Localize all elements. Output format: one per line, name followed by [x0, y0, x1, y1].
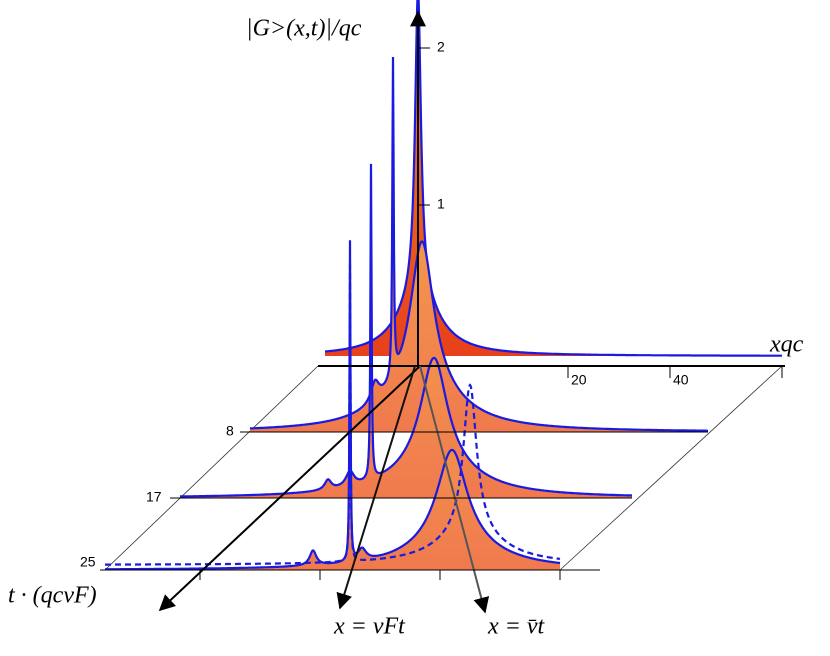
curve	[325, 0, 782, 357]
t-tick-label: 25	[80, 554, 96, 570]
y-axis-label: |G>(x,t)|/qc	[246, 16, 362, 42]
curve	[250, 57, 708, 432]
curve	[105, 240, 561, 571]
y-tick-label: 2	[437, 39, 445, 55]
floor	[104, 365, 783, 571]
y-tick-label: 1	[437, 196, 445, 212]
annotation: x = v̄t	[487, 614, 546, 640]
t-axis-label: t · (qcvF)	[8, 583, 97, 609]
curve	[250, 56, 708, 432]
curve	[325, 0, 782, 356]
curve	[105, 261, 561, 566]
x-tick-label: 40	[673, 372, 689, 388]
axes	[158, 10, 785, 614]
x-axis-label: xqc	[769, 332, 804, 358]
curves	[105, 0, 782, 571]
ticks	[100, 47, 783, 580]
curve	[105, 240, 560, 571]
t-tick-label: 17	[146, 489, 162, 505]
t-tick-label: 8	[226, 423, 234, 439]
x-tick-label: 20	[571, 372, 587, 388]
annotation: x = vFt	[333, 614, 406, 640]
curve	[180, 163, 632, 498]
